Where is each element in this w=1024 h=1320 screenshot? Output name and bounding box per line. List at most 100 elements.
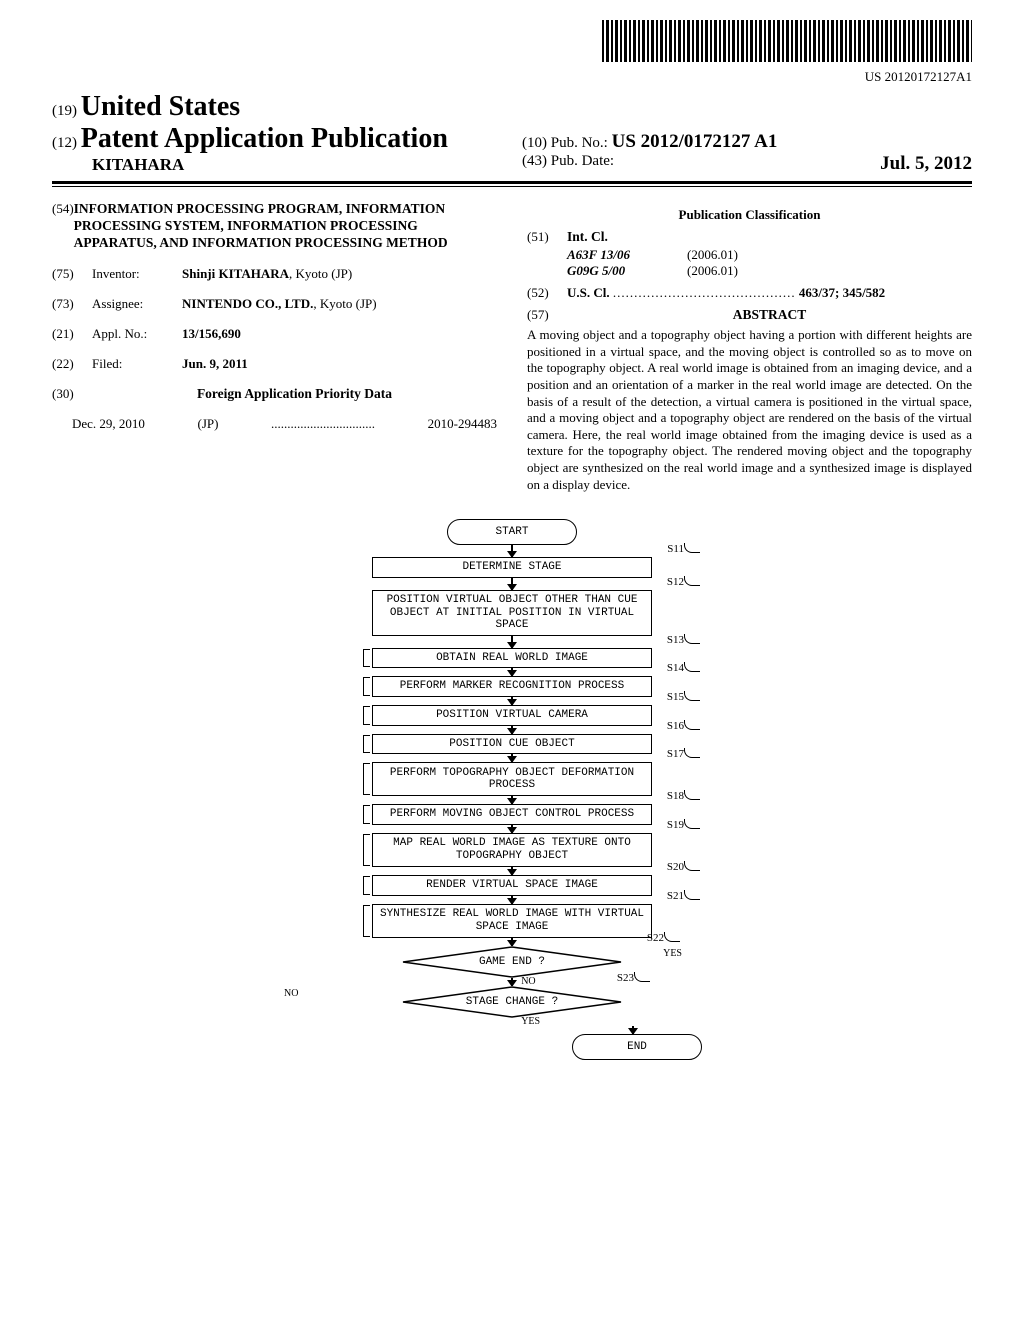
field-52: (52) U.S. Cl. ..........................… bbox=[527, 285, 972, 301]
pubdate-line: (43) Pub. Date: Jul. 5, 2012 bbox=[522, 153, 972, 170]
field-73: (73) Assignee: NINTENDO CO., LTD., Kyoto… bbox=[52, 296, 497, 312]
arrow bbox=[511, 867, 513, 875]
proc-s12: POSITION VIRTUAL OBJECT OTHER THAN CUE O… bbox=[372, 590, 652, 636]
prio-date: Dec. 29, 2010 bbox=[72, 416, 145, 432]
dec-text-s22: GAME END ? bbox=[479, 956, 545, 968]
inventor-name: Shinji KITAHARA bbox=[182, 266, 289, 281]
step-label-s21: S21 bbox=[667, 890, 702, 902]
arrow bbox=[511, 978, 513, 986]
label-75: Inventor: bbox=[92, 266, 182, 282]
num-21: (21) bbox=[52, 326, 92, 342]
sid-s11: S11 bbox=[667, 543, 684, 555]
no-side-s23: NO bbox=[284, 988, 298, 999]
ipc1-code: A63F 13/06 bbox=[567, 247, 687, 263]
abstract-text: A moving object and a topography object … bbox=[527, 327, 972, 493]
pubno-label: Pub. No.: bbox=[551, 135, 608, 151]
step-label-s20: S20 bbox=[667, 861, 702, 873]
ipc2-code: G09G 5/00 bbox=[567, 263, 687, 279]
sid-s20: S20 bbox=[667, 861, 684, 873]
step-label-s23: S23 bbox=[617, 972, 652, 984]
proc-s13: OBTAIN REAL WORLD IMAGE bbox=[372, 648, 652, 669]
field-75: (75) Inventor: Shinji KITAHARA, Kyoto (J… bbox=[52, 266, 497, 282]
us-title: United States bbox=[81, 91, 240, 122]
proc-s14: PERFORM MARKER RECOGNITION PROCESS bbox=[372, 676, 652, 697]
yes-s23: YES bbox=[521, 1016, 540, 1027]
step-label-s22: S22 bbox=[647, 932, 682, 944]
val-75: Shinji KITAHARA, Kyoto (JP) bbox=[182, 266, 497, 282]
proc-s20: RENDER VIRTUAL SPACE IMAGE bbox=[372, 875, 652, 896]
label-73: Assignee: bbox=[92, 296, 182, 312]
arrow bbox=[511, 938, 513, 946]
step-s12: S12 POSITION VIRTUAL OBJECT OTHER THAN C… bbox=[282, 590, 742, 636]
end-wrap: END bbox=[282, 1026, 742, 1060]
pubdate-label: Pub. Date: bbox=[551, 153, 614, 169]
assignee-loc: , Kyoto (JP) bbox=[313, 296, 376, 311]
field-21: (21) Appl. No.: 13/156,690 bbox=[52, 326, 497, 342]
sid-s19: S19 bbox=[667, 819, 684, 831]
arrow bbox=[511, 636, 513, 648]
sid-s23: S23 bbox=[617, 972, 634, 984]
pub-title: Patent Application Publication bbox=[81, 123, 448, 154]
flowchart-figure: START S11 DETERMINE STAGE S12 POSITION V… bbox=[52, 519, 972, 1059]
arrow bbox=[632, 1026, 634, 1034]
header-row: (19) United States (12) Patent Applicati… bbox=[52, 91, 972, 175]
proc-s16: POSITION CUE OBJECT bbox=[372, 734, 652, 755]
flowchart: START S11 DETERMINE STAGE S12 POSITION V… bbox=[282, 519, 742, 1059]
assignee-name: NINTENDO CO., LTD. bbox=[182, 296, 313, 311]
label-51: Int. Cl. bbox=[567, 229, 608, 245]
num-22: (22) bbox=[52, 356, 92, 372]
val-22: Jun. 9, 2011 bbox=[182, 356, 497, 372]
left-column: (54) INFORMATION PROCESSING PROGRAM, INF… bbox=[52, 201, 497, 493]
sid-s18: S18 bbox=[667, 790, 684, 802]
step-label-s17: S17 bbox=[667, 748, 702, 760]
biblio-columns: (54) INFORMATION PROCESSING PROGRAM, INF… bbox=[52, 201, 972, 493]
ipc-2: G09G 5/00 (2006.01) bbox=[567, 263, 972, 279]
us-prefix: (19) bbox=[52, 103, 77, 119]
step-label-s19: S19 bbox=[667, 819, 702, 831]
arrow bbox=[511, 668, 513, 676]
ipc-1: A63F 13/06 (2006.01) bbox=[567, 247, 972, 263]
right-column: Publication Classification (51) Int. Cl.… bbox=[527, 201, 972, 493]
arrow bbox=[511, 697, 513, 705]
dec-text-s23: STAGE CHANGE ? bbox=[466, 996, 558, 1008]
pub-line: (12) Patent Application Publication bbox=[52, 123, 502, 155]
pubno-line: (10) Pub. No.: US 2012/0172127 A1 bbox=[522, 131, 972, 153]
num-73: (73) bbox=[52, 296, 92, 312]
step-label-s16: S16 bbox=[667, 720, 702, 732]
arrow bbox=[511, 754, 513, 762]
sid-s14: S14 bbox=[667, 662, 684, 674]
appl-no: 13/156,690 bbox=[182, 326, 241, 341]
author-line: KITAHARA bbox=[92, 155, 502, 175]
ipc1-ver: (2006.01) bbox=[687, 247, 738, 263]
field-54: (54) INFORMATION PROCESSING PROGRAM, INF… bbox=[52, 201, 497, 252]
diamond-s23: STAGE CHANGE ? bbox=[402, 986, 622, 1018]
flow-end: END bbox=[572, 1034, 702, 1060]
val-21: 13/156,690 bbox=[182, 326, 497, 342]
ipc2-ver: (2006.01) bbox=[687, 263, 738, 279]
filed-date: Jun. 9, 2011 bbox=[182, 356, 248, 371]
label-30: Foreign Application Priority Data bbox=[92, 386, 497, 402]
pubdate-prefix: (43) bbox=[522, 153, 547, 169]
uscl-dots: ........................................… bbox=[613, 285, 796, 300]
barcode-graphic bbox=[602, 20, 972, 62]
header-right: (10) Pub. No.: US 2012/0172127 A1 (43) P… bbox=[502, 131, 972, 175]
arrow bbox=[511, 825, 513, 833]
field-57: (57) ABSTRACT bbox=[527, 307, 972, 323]
proc-s19: MAP REAL WORLD IMAGE AS TEXTURE ONTO TOP… bbox=[372, 833, 652, 867]
dec-s23: NO S23 STAGE CHANGE ? YES bbox=[282, 986, 742, 1018]
rule-thick bbox=[52, 181, 972, 184]
field-51: (51) Int. Cl. bbox=[527, 229, 972, 245]
num-51: (51) bbox=[527, 229, 567, 245]
uscl-val: 463/37; 345/582 bbox=[799, 285, 885, 300]
sid-s21: S21 bbox=[667, 890, 684, 902]
num-57: (57) bbox=[527, 307, 567, 323]
step-s11: S11 DETERMINE STAGE bbox=[282, 557, 742, 578]
flow-start: START bbox=[447, 519, 577, 545]
abstract-head: ABSTRACT bbox=[567, 307, 972, 323]
step-label-s14: S14 bbox=[667, 662, 702, 674]
step-label-s13: S13 bbox=[667, 634, 702, 646]
prio-num: 2010-294483 bbox=[428, 416, 497, 432]
label-52: U.S. Cl. ...............................… bbox=[567, 285, 885, 301]
arrow bbox=[511, 578, 513, 590]
prio-cc: (JP) bbox=[198, 416, 219, 432]
